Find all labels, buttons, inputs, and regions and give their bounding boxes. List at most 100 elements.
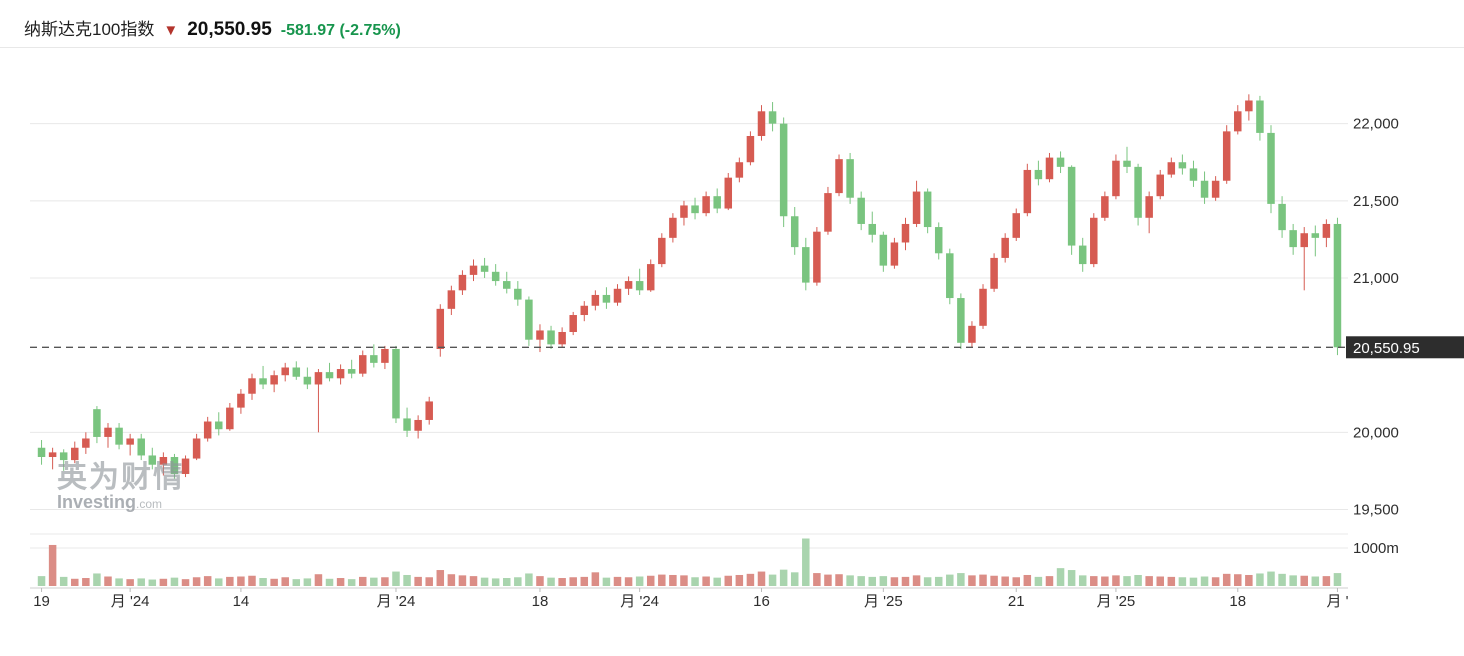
volume-bar[interactable] xyxy=(713,577,721,586)
volume-bar[interactable] xyxy=(857,576,865,586)
candle[interactable] xyxy=(857,197,865,224)
candle[interactable] xyxy=(525,299,533,340)
volume-bar[interactable] xyxy=(658,574,666,586)
candle[interactable] xyxy=(259,378,267,385)
volume-bar[interactable] xyxy=(757,571,766,586)
volume-bar[interactable] xyxy=(580,576,589,586)
volume-bar[interactable] xyxy=(1234,574,1242,586)
candle[interactable] xyxy=(802,247,810,283)
volume-bar[interactable] xyxy=(1245,574,1253,586)
volume-bar[interactable] xyxy=(1078,575,1087,586)
candle[interactable] xyxy=(1090,217,1098,265)
volume-bar[interactable] xyxy=(1134,574,1142,586)
candle[interactable] xyxy=(370,355,378,363)
volume-bar[interactable] xyxy=(1300,575,1308,586)
volume-bar[interactable] xyxy=(1222,573,1231,586)
volume-bar[interactable] xyxy=(159,578,168,586)
candle[interactable] xyxy=(558,331,566,345)
volume-bar[interactable] xyxy=(1256,573,1264,586)
volume-bar[interactable] xyxy=(215,578,223,586)
volume-bar[interactable] xyxy=(691,577,699,586)
volume-bar[interactable] xyxy=(37,576,46,586)
volume-bar[interactable] xyxy=(635,576,644,587)
candle[interactable] xyxy=(824,193,832,232)
candle[interactable] xyxy=(491,271,500,282)
candle[interactable] xyxy=(181,458,190,474)
volume-bar[interactable] xyxy=(425,577,433,586)
volume-bar[interactable] xyxy=(1156,576,1164,587)
volume-bar[interactable] xyxy=(1200,576,1209,587)
candle[interactable] xyxy=(359,355,367,374)
candle[interactable] xyxy=(248,378,256,394)
candle[interactable] xyxy=(203,421,212,439)
candle[interactable] xyxy=(137,438,145,456)
volume-bar[interactable] xyxy=(347,579,356,586)
volume-bar[interactable] xyxy=(1211,577,1220,586)
volume-bar[interactable] xyxy=(813,573,821,586)
volume-bar[interactable] xyxy=(336,578,345,586)
volume-bar[interactable] xyxy=(558,578,566,586)
candle[interactable] xyxy=(303,376,312,385)
candle[interactable] xyxy=(381,348,389,363)
volume-bar[interactable] xyxy=(93,573,101,586)
candle[interactable] xyxy=(425,401,433,420)
candle[interactable] xyxy=(115,427,123,445)
volume-bar[interactable] xyxy=(458,575,467,586)
candle[interactable] xyxy=(957,298,965,343)
volume-bar[interactable] xyxy=(646,575,655,586)
candle[interactable] xyxy=(1123,160,1131,167)
volume-bar[interactable] xyxy=(1333,573,1342,586)
candle[interactable] xyxy=(1145,196,1153,218)
volume-bar[interactable] xyxy=(314,574,323,586)
candle[interactable] xyxy=(923,191,932,228)
volume-bar[interactable] xyxy=(1034,576,1043,586)
candle[interactable] xyxy=(813,231,821,283)
candle[interactable] xyxy=(1267,132,1275,204)
volume-bar[interactable] xyxy=(1067,570,1076,586)
volume-bar[interactable] xyxy=(292,579,301,586)
volume-bar[interactable] xyxy=(403,574,411,586)
candle[interactable] xyxy=(779,123,788,217)
candle[interactable] xyxy=(912,191,921,224)
volume-bar[interactable] xyxy=(370,577,378,586)
candle[interactable] xyxy=(1156,174,1164,197)
volume-bar[interactable] xyxy=(359,576,367,586)
candle[interactable] xyxy=(757,111,766,136)
candle[interactable] xyxy=(159,457,168,465)
volume-bar[interactable] xyxy=(669,574,677,586)
candle[interactable] xyxy=(724,177,733,209)
volume-bar[interactable] xyxy=(835,574,843,586)
candle[interactable] xyxy=(613,288,622,303)
candlestick-chart[interactable]: 22,000 21,500 21,000 20,000 19,500 1000m 20,55… xyxy=(0,47,1464,647)
volume-bar[interactable] xyxy=(203,576,212,586)
volume-bar[interactable] xyxy=(115,578,123,586)
volume-bar[interactable] xyxy=(946,574,954,586)
candle[interactable] xyxy=(1178,162,1187,169)
candle[interactable] xyxy=(1245,100,1253,112)
volume-bar[interactable] xyxy=(569,577,577,586)
candle[interactable] xyxy=(192,438,201,459)
candle[interactable] xyxy=(624,281,633,289)
volume-bar[interactable] xyxy=(680,575,688,586)
candle[interactable] xyxy=(680,205,688,218)
candle[interactable] xyxy=(1256,100,1264,133)
candle[interactable] xyxy=(1200,180,1209,198)
candle[interactable] xyxy=(713,196,721,209)
candle[interactable] xyxy=(602,294,611,303)
volume-bar[interactable] xyxy=(447,574,456,586)
candle[interactable] xyxy=(536,330,544,340)
volume-bar[interactable] xyxy=(934,576,943,586)
volume-bar[interactable] xyxy=(59,576,68,586)
volume-bar[interactable] xyxy=(303,578,312,586)
candle[interactable] xyxy=(846,159,854,198)
volume-bar[interactable] xyxy=(1045,576,1054,586)
volume-bar[interactable] xyxy=(979,574,987,586)
candle[interactable] xyxy=(104,427,112,437)
volume-bar[interactable] xyxy=(192,577,201,586)
candle[interactable] xyxy=(82,438,90,448)
volume-bar[interactable] xyxy=(1178,577,1187,586)
volume-bar[interactable] xyxy=(237,576,245,587)
candle[interactable] xyxy=(1101,196,1109,218)
volume-bar[interactable] xyxy=(170,577,179,586)
candle[interactable] xyxy=(1189,168,1198,181)
